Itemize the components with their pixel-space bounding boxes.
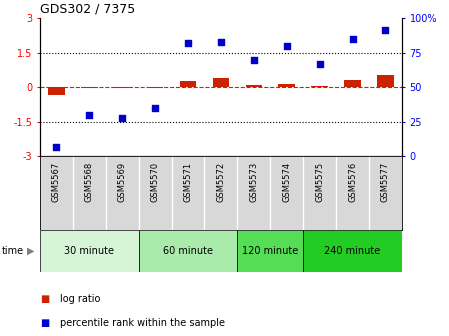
Bar bbox=[114, 87, 130, 88]
Bar bbox=[344, 81, 361, 87]
Text: GSM5574: GSM5574 bbox=[282, 162, 291, 202]
Point bbox=[53, 144, 60, 149]
Text: GDS302 / 7375: GDS302 / 7375 bbox=[40, 3, 135, 16]
Bar bbox=[246, 85, 262, 87]
Bar bbox=[311, 86, 328, 87]
Bar bbox=[48, 87, 65, 95]
Text: ▶: ▶ bbox=[27, 246, 35, 256]
Text: GSM5571: GSM5571 bbox=[184, 162, 193, 202]
Text: GSM5577: GSM5577 bbox=[381, 162, 390, 202]
Text: GSM5568: GSM5568 bbox=[85, 162, 94, 202]
Text: log ratio: log ratio bbox=[60, 294, 101, 304]
Point bbox=[151, 106, 158, 111]
Text: 120 minute: 120 minute bbox=[242, 246, 299, 256]
Text: GSM5575: GSM5575 bbox=[315, 162, 324, 202]
Text: GSM5570: GSM5570 bbox=[150, 162, 159, 202]
Bar bbox=[81, 87, 97, 88]
Bar bbox=[40, 230, 139, 272]
Text: time: time bbox=[2, 246, 24, 256]
Text: GSM5573: GSM5573 bbox=[249, 162, 258, 202]
Point bbox=[283, 43, 291, 49]
Point bbox=[185, 41, 192, 46]
Text: ■: ■ bbox=[40, 294, 49, 304]
Text: 240 minute: 240 minute bbox=[324, 246, 381, 256]
Text: 30 minute: 30 minute bbox=[64, 246, 114, 256]
Point bbox=[119, 115, 126, 120]
Text: GSM5567: GSM5567 bbox=[52, 162, 61, 202]
Point bbox=[86, 112, 93, 118]
Text: GSM5569: GSM5569 bbox=[118, 162, 127, 202]
Text: 60 minute: 60 minute bbox=[163, 246, 213, 256]
Text: GSM5576: GSM5576 bbox=[348, 162, 357, 202]
Bar bbox=[139, 230, 238, 272]
Text: GSM5572: GSM5572 bbox=[216, 162, 225, 202]
Point bbox=[316, 61, 323, 67]
Bar bbox=[303, 230, 402, 272]
Bar bbox=[278, 84, 295, 87]
Point bbox=[250, 57, 257, 62]
Bar bbox=[180, 81, 196, 87]
Bar bbox=[377, 75, 394, 87]
Point bbox=[217, 39, 224, 45]
Point bbox=[382, 27, 389, 32]
Text: ■: ■ bbox=[40, 318, 49, 328]
Bar bbox=[213, 78, 229, 87]
Text: percentile rank within the sample: percentile rank within the sample bbox=[60, 318, 225, 328]
Bar bbox=[147, 87, 163, 88]
Point bbox=[349, 37, 356, 42]
Bar bbox=[238, 230, 303, 272]
